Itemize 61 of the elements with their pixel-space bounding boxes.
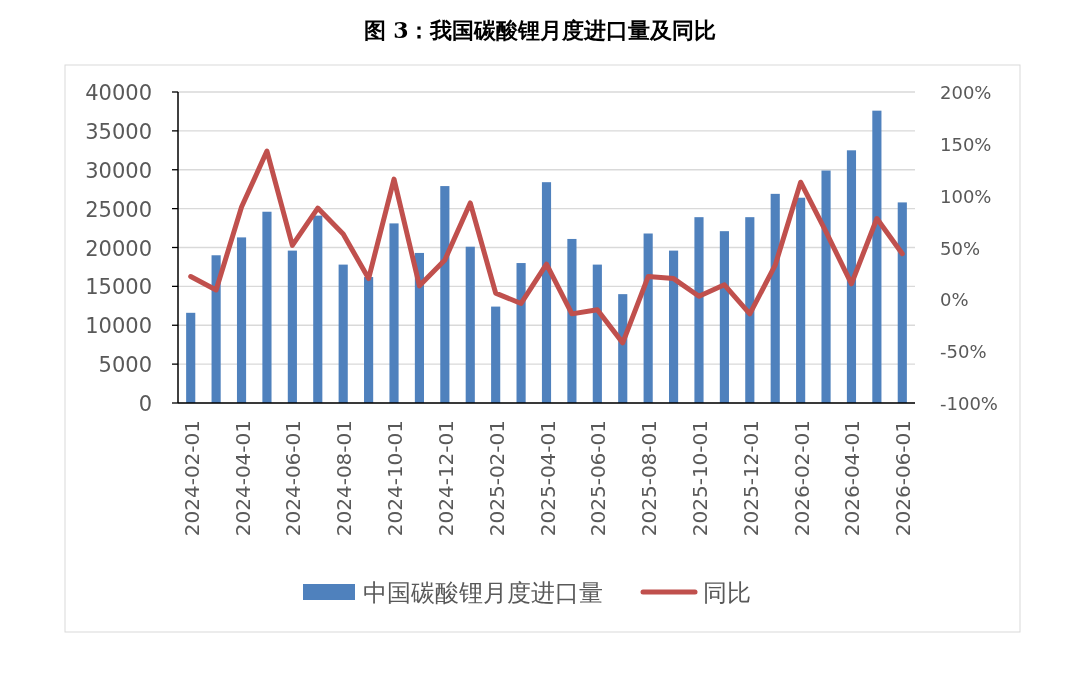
y2-tick-label: 200% — [940, 82, 992, 103]
x-tick-label: 2024-06-01 — [281, 420, 306, 537]
y-tick-label: 35000 — [85, 119, 152, 144]
x-tick-label: 2025-04-01 — [535, 420, 560, 537]
y-tick-label: 30000 — [85, 158, 152, 183]
x-tick-label: 2024-08-01 — [332, 420, 357, 537]
x-tick-label: 2024-12-01 — [433, 420, 458, 537]
bar — [592, 264, 602, 403]
x-tick-label: 2025-02-01 — [484, 420, 509, 537]
y-tick-label: 40000 — [85, 81, 152, 105]
y-tick-label: 15000 — [85, 275, 152, 300]
x-tick-label: 2024-04-01 — [230, 420, 255, 537]
x-tick-label: 2025-06-01 — [586, 420, 611, 537]
y-tick-label: 0 — [138, 392, 152, 416]
bar — [796, 197, 806, 403]
bar — [440, 186, 450, 403]
bar — [567, 238, 577, 403]
bar — [745, 217, 755, 403]
y2-tick-label: 0% — [940, 289, 969, 311]
y-tick-label: 25000 — [85, 197, 152, 222]
bar — [897, 202, 907, 403]
y-tick-label: 10000 — [85, 314, 152, 339]
bar — [516, 263, 526, 403]
y2-tick-label: 100% — [940, 185, 992, 207]
bar — [465, 246, 475, 403]
y-tick-label: 5000 — [98, 353, 152, 378]
y2-tick-label: 150% — [940, 133, 992, 155]
x-tick-label: 2024-10-01 — [383, 420, 408, 537]
legend-label: 同比 — [703, 579, 751, 607]
bar — [313, 215, 323, 403]
y2-tick-label: 50% — [940, 237, 981, 259]
y-tick-label: 20000 — [85, 236, 152, 261]
bar — [770, 193, 780, 403]
x-tick-label: 2025-12-01 — [738, 420, 763, 537]
x-tick-label: 2025-08-01 — [637, 420, 662, 537]
bar — [338, 264, 348, 403]
bar — [694, 217, 704, 403]
x-tick-label: 2026-04-01 — [840, 420, 865, 537]
bar — [491, 306, 501, 403]
bar — [821, 170, 831, 403]
bar — [262, 211, 272, 403]
bar — [872, 110, 882, 403]
x-tick-label: 2025-10-01 — [687, 420, 712, 537]
y2-tick-label: -50% — [940, 341, 987, 363]
x-tick-label: 2026-06-01 — [891, 420, 916, 537]
chart-title: 图 3：我国碳酸锂月度进口量及同比 — [363, 17, 717, 43]
bar — [846, 150, 857, 403]
bar — [186, 312, 196, 403]
legend-label: 中国碳酸锂月度进口量 — [363, 579, 603, 607]
bar — [287, 250, 297, 403]
y2-tick-label: -100% — [940, 393, 998, 414]
bar — [719, 231, 729, 403]
bar — [669, 250, 679, 403]
bar — [643, 233, 653, 403]
bar — [236, 237, 247, 403]
bar — [541, 182, 552, 403]
bar — [211, 255, 221, 403]
x-tick-label: 2026-02-01 — [789, 420, 814, 537]
bar — [364, 277, 374, 403]
bar — [389, 223, 399, 403]
x-tick-label: 2024-02-01 — [179, 420, 204, 537]
